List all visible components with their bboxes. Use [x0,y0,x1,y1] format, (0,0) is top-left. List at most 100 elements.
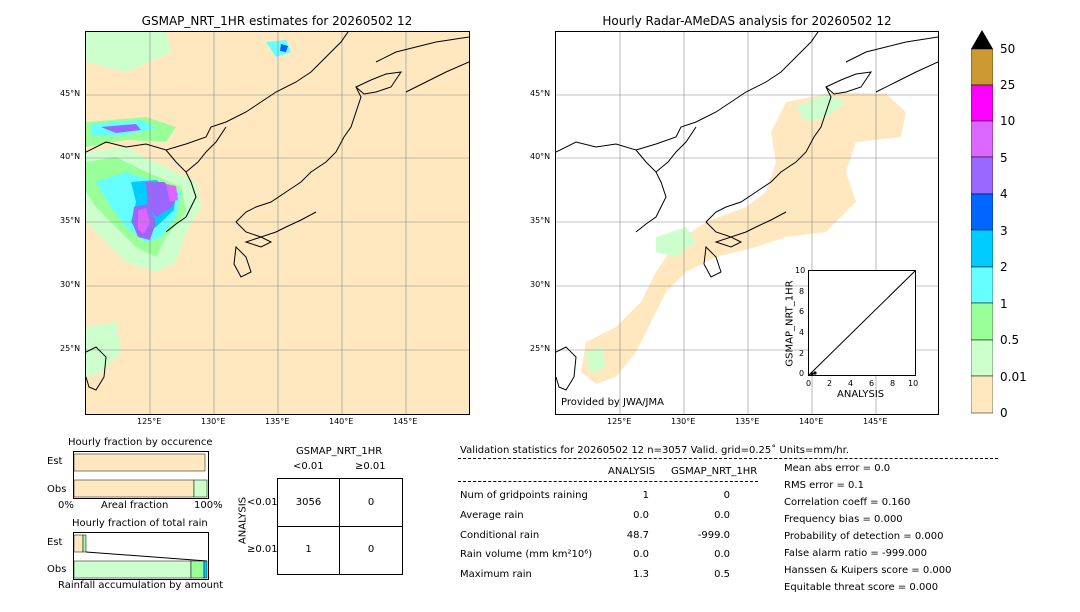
colorbar-extend-arrow [971,30,993,49]
right-lat-tick-25: 25°N [530,344,551,353]
colorbar-segment-4-5 [970,156,994,195]
colorbar-label-0.01: 0.01 [1000,370,1027,384]
left-coastlines [86,32,469,391]
left-lat-tick-30: 30°N [60,280,81,289]
validation-col-gsmap: GSMAP_NRT_1HR [671,466,758,477]
inset-xlabel: ANALYSIS [837,389,885,400]
inset-xtick-8: 8 [890,379,896,388]
left-lat-tick-35: 35°N [60,216,81,225]
colorbar-label-3: 3 [1000,224,1008,238]
total-rain-obs-bar-c [203,560,208,579]
contingency-table: 3056 0 1 0 [277,478,403,575]
right-lon-tick-145: 145°E [863,417,888,426]
contingency-title: GSMAP_NRT_1HR [296,446,383,457]
occurrence-chart-svg [73,453,208,498]
stat-gsmap-average-rain: 0.0 [714,510,730,521]
occurrence-row-est: Est [47,456,63,467]
left-lon-tick-125: 125°E [137,417,162,426]
colorbar-segment-0-0.01 [970,375,994,414]
validation-col-rule [458,481,758,482]
colorbar-label-5: 5 [1000,151,1008,165]
total-rain-connector [85,551,208,562]
left-lon-tick-145: 145°E [393,417,418,426]
left-precip-field [86,32,291,377]
colorbar-label-0: 0 [1000,406,1008,420]
colorbar-segment-5-10 [970,120,994,158]
colorbar-segment-3-4 [970,193,994,231]
left-lat-tick-25: 25°N [60,344,81,353]
contingency-row-lt: <0.01 [247,497,278,508]
contingency-row-ge: ≥0.01 [247,544,278,555]
right-lon-tick-125: 125°E [607,417,632,426]
left-lat-tick-45: 45°N [60,89,81,98]
inset-ytick-0: 0 [799,369,805,378]
right-lat-tick-45: 45°N [530,89,551,98]
colorbar-segment-10-25 [970,84,994,122]
stat-gsmap-rain-volume: 0.0 [714,549,730,560]
left-map-title: GSMAP_NRT_1HR estimates for 20260502 12 [141,14,413,28]
colorbar-label-10: 10 [1000,114,1016,128]
contingency-col-ge: ≥0.01 [355,461,386,472]
validation-header: Validation statistics for 20260502 12 n=… [460,445,849,456]
inset-ytick-4: 4 [799,328,805,337]
inset-ylabel: GSMAP_NRT_1HR [784,280,796,367]
right-lat-tick-40: 40°N [530,152,551,161]
stat-analysis-average-rain: 0.0 [633,510,649,521]
right-map-svg [556,32,938,414]
score-hk: Hanssen & Kuipers score = 0.000 [784,565,952,576]
inset-ytick-2: 2 [799,349,805,358]
inset-xtick-2: 2 [827,379,833,388]
occurrence-row-obs: Obs [47,484,67,495]
inset-point [813,371,817,375]
contingency-cell-1-0: 1 [305,544,312,555]
colorbar-label-2: 2 [1000,260,1008,274]
score-mean-abs-error: Mean abs error = 0.0 [784,463,891,474]
right-lon-tick-140: 140°E [799,417,824,426]
validation-header-rule [458,458,998,459]
stat-label-num-gridpoints: Num of gridpoints raining [460,490,588,501]
inset-scatter-svg [808,270,916,376]
left-map-svg [86,32,469,414]
score-frequency-bias: Frequency bias = 0.000 [784,514,903,525]
occurrence-est-bar [73,453,206,472]
inset-scatter [808,270,916,376]
occurrence-obs-bar-dry [73,479,195,498]
stat-gsmap-maximum-rain: 0.5 [714,569,730,580]
stat-analysis-rain-volume: 0.0 [633,549,649,560]
right-lat-tick-35: 35°N [530,216,551,225]
right-coverage-area [581,92,906,384]
colorbar-svg [970,30,994,414]
total-rain-caption: Rainfall accumulation by amount [58,580,224,591]
total-rain-chart [73,532,209,580]
stat-label-maximum-rain: Maximum rain [460,569,532,580]
left-map [85,31,470,415]
contingency-cell-1-1: 0 [367,544,375,555]
inset-diagonal-line [808,270,916,376]
inset-point [810,372,814,376]
total-rain-obs-bar-b [190,560,205,579]
stat-analysis-num-gridpoints: 1 [642,490,649,501]
occurrence-axis-left: 0% [58,500,74,511]
inset-xtick-10: 10 [908,379,919,388]
total-rain-title: Hourly fraction of total rain [72,518,208,529]
right-map-title: Hourly Radar-AMeDAS analysis for 2026050… [602,14,892,28]
right-lat-tick-30: 30°N [530,280,551,289]
inset-xtick-4: 4 [848,379,854,388]
score-far: False alarm ratio = -999.000 [784,548,927,559]
inset-ytick-6: 6 [799,307,805,316]
stat-analysis-conditional-rain: 48.7 [626,530,649,541]
stat-label-average-rain: Average rain [460,510,524,521]
stat-analysis-maximum-rain: 1.3 [633,569,649,580]
contingency-divider-h [278,526,402,527]
right-lon-tick-135: 135°E [735,417,760,426]
score-pod: Probability of detection = 0.000 [784,531,944,542]
right-map-credit: Provided by JWA/JMA [561,397,664,408]
colorbar-label-0.5: 0.5 [1000,333,1020,347]
colorbar-label-4: 4 [1000,187,1008,201]
colorbar [970,30,994,414]
total-rain-obs-bar-a [73,560,192,579]
occurrence-chart [73,451,209,499]
colorbar-segment-0.5-1 [970,302,994,341]
inset-xtick-0: 0 [806,379,812,388]
occurrence-axis-label: Areal fraction [101,500,169,511]
